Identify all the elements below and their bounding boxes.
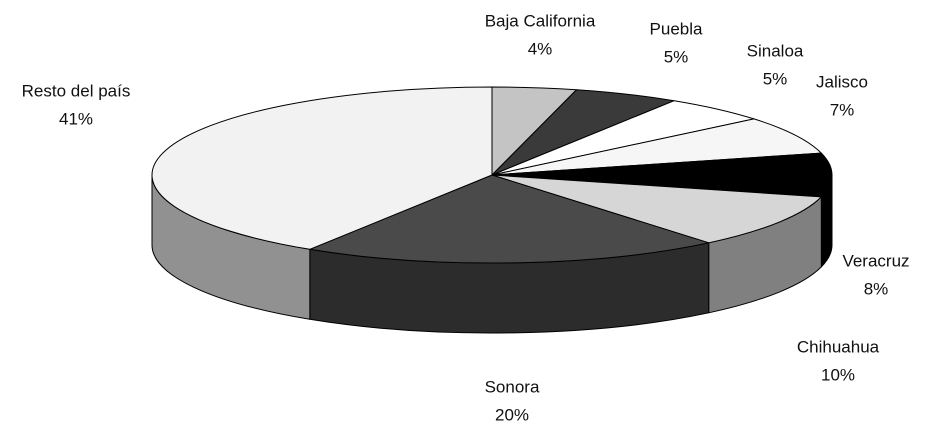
slice bbox=[491, 174, 822, 244]
slice bbox=[491, 152, 833, 198]
slice-label: Sinaloa bbox=[747, 41, 804, 60]
slice-label: Puebla bbox=[650, 19, 703, 38]
value-label: 5% bbox=[763, 69, 788, 88]
value-label: 5% bbox=[664, 47, 689, 66]
slice-label: Sonora bbox=[485, 377, 540, 396]
value-label: 8% bbox=[864, 279, 889, 298]
value-label: 20% bbox=[495, 405, 529, 424]
slice-label: Jalisco bbox=[816, 72, 868, 91]
slice bbox=[491, 118, 822, 176]
value-label: 7% bbox=[830, 100, 855, 119]
slice-label: Resto del país bbox=[22, 81, 131, 100]
slice-label: Veracruz bbox=[842, 251, 909, 270]
slice-label: Chihuahua bbox=[797, 337, 880, 356]
value-label: 41% bbox=[59, 109, 93, 128]
slice bbox=[151, 86, 493, 250]
slice bbox=[309, 174, 710, 264]
value-label: 4% bbox=[528, 39, 553, 58]
value-label: 10% bbox=[821, 365, 855, 384]
slice-label: Baja California bbox=[485, 11, 596, 30]
